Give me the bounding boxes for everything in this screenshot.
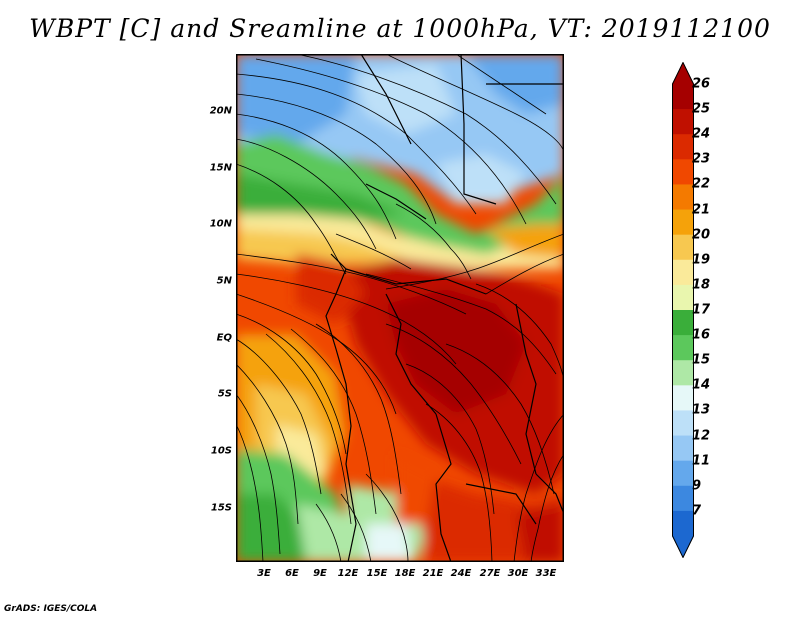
lon-label: 27E [479, 568, 501, 579]
lon-label: 9E [313, 568, 327, 579]
colorbar-label: 16 [692, 327, 711, 343]
colorbar-min-arrow [672, 536, 694, 558]
colorbar-segment [672, 460, 694, 487]
colorbar [672, 62, 694, 558]
colorbar-segment [672, 134, 694, 160]
colorbar-segment [672, 84, 694, 110]
lon-label: 33E [535, 568, 557, 579]
lat-label: 15S [210, 502, 232, 514]
colorbar-segment [672, 360, 694, 386]
lon-label: 15E [366, 568, 388, 579]
lat-label: 5S [217, 388, 232, 400]
lon-label: 6E [285, 568, 299, 579]
colorbar-label: 15 [692, 352, 711, 368]
colorbar-segment [672, 234, 694, 261]
colorbar-label: 9 [692, 478, 702, 494]
map-panel [236, 54, 564, 562]
colorbar-segment [672, 435, 694, 462]
colorbar-label: 24 [692, 126, 711, 142]
colorbar-label: 19 [692, 252, 711, 268]
colorbar-segment [672, 159, 694, 185]
grads-credit: GrADS: IGES/COLA [4, 604, 98, 614]
colorbar-label: 25 [692, 101, 711, 117]
colorbar-segment [672, 284, 694, 311]
colorbar-segment [672, 184, 694, 211]
colorbar-segment [672, 310, 694, 336]
lat-label: 15N [209, 162, 232, 174]
colorbar-segment [672, 510, 694, 537]
colorbar-label: 23 [692, 151, 711, 167]
lat-label: EQ [216, 332, 232, 344]
colorbar-segment [672, 335, 694, 361]
colorbar-label: 20 [692, 227, 711, 243]
colorbar-label: 7 [692, 503, 702, 519]
chart-title: WBPT [C] and Sreamline at 1000hPa, VT: 2… [29, 14, 771, 43]
lat-label: 5N [216, 275, 232, 287]
colorbar-label: 14 [692, 377, 711, 393]
colorbar-segment [672, 385, 694, 411]
map-plot [236, 54, 564, 562]
colorbar-label: 22 [692, 176, 711, 192]
colorbar-label: 13 [692, 402, 711, 418]
map-frame [236, 54, 564, 562]
colorbar-segment [672, 109, 694, 135]
boundaries [325, 54, 564, 562]
lon-label: 3E [257, 568, 271, 579]
lon-label: 18E [394, 568, 416, 579]
colorbar-segment [672, 485, 694, 512]
lat-label: 10N [209, 218, 232, 230]
colorbar-segment [672, 209, 694, 236]
lon-label: 12E [337, 568, 359, 579]
colorbar-label: 12 [692, 428, 711, 444]
colorbar-max-arrow [672, 62, 694, 84]
colorbar-label: 21 [692, 202, 711, 218]
colorbar-label: 17 [692, 302, 711, 318]
lon-label: 30E [507, 568, 529, 579]
lon-label: 24E [450, 568, 472, 579]
colorbar-label: 26 [692, 76, 711, 92]
lat-label: 10S [210, 445, 232, 457]
colorbar-label: 18 [692, 277, 711, 293]
colorbar-label: 11 [692, 453, 711, 469]
temperature-field [236, 54, 564, 562]
colorbar-segment [672, 410, 694, 437]
colorbar-outline [672, 62, 694, 558]
colorbar-segment [672, 259, 694, 286]
lon-label: 21E [422, 568, 444, 579]
lat-label: 20N [209, 105, 232, 117]
